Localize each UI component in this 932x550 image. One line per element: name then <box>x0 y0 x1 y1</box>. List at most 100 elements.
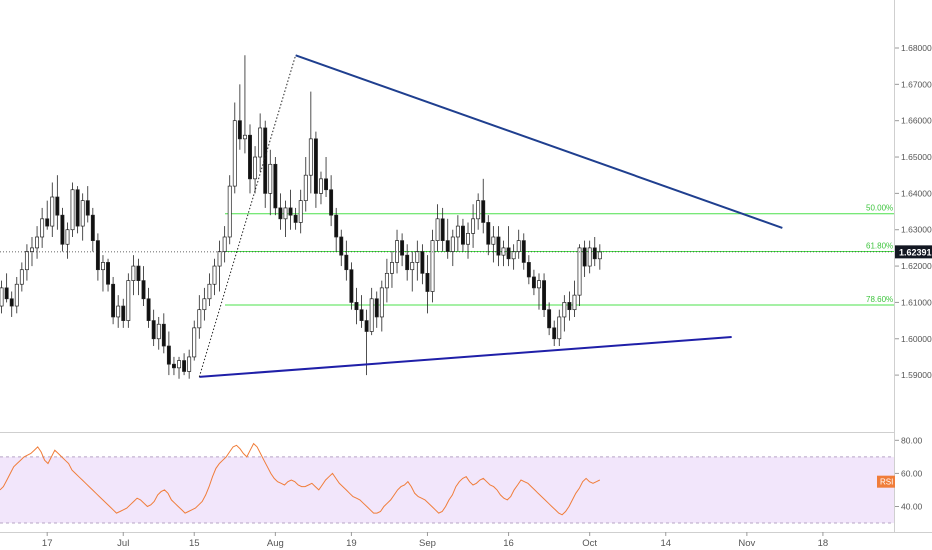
rsi-line <box>0 442 601 516</box>
candle <box>111 276 116 325</box>
price-tick-label: 1.62000 <box>901 261 932 271</box>
candle <box>156 316 161 350</box>
candle <box>222 226 227 263</box>
candle <box>253 146 258 194</box>
candle <box>334 207 339 252</box>
candle <box>390 251 394 288</box>
candle <box>273 157 278 216</box>
candle <box>496 226 501 267</box>
price-tick-label: 1.61000 <box>901 297 932 307</box>
candle <box>313 131 318 208</box>
candle <box>146 287 151 328</box>
candle <box>172 356 176 376</box>
candle <box>420 244 425 285</box>
candle <box>359 295 364 328</box>
candle <box>582 240 587 277</box>
candle <box>207 273 212 307</box>
candle <box>202 287 207 321</box>
candle <box>182 353 187 376</box>
candle <box>258 113 263 172</box>
candle <box>126 273 131 328</box>
candle <box>45 200 50 230</box>
candle <box>567 291 572 321</box>
candle <box>395 229 399 274</box>
time-tick-label: 14 <box>660 538 671 549</box>
candle <box>547 302 552 336</box>
candle <box>344 240 349 281</box>
candle <box>506 226 511 267</box>
candle <box>400 233 405 267</box>
price-tick-label: 1.65000 <box>901 152 932 162</box>
candle <box>562 295 567 332</box>
candle <box>298 189 303 234</box>
time-tick-label: 18 <box>818 538 829 549</box>
candle <box>232 102 237 194</box>
candle <box>9 291 14 317</box>
candle <box>192 320 197 361</box>
candle <box>557 309 562 347</box>
time-tick-label: Sep <box>419 538 436 549</box>
candle <box>136 258 141 296</box>
candle <box>471 204 476 248</box>
trendline-lower[interactable] <box>199 335 732 378</box>
candle <box>460 218 465 252</box>
candle <box>161 313 166 354</box>
candle <box>227 175 232 245</box>
candle <box>531 269 536 296</box>
candle <box>455 215 460 252</box>
candle <box>526 255 531 285</box>
candle <box>65 222 70 259</box>
candle <box>141 266 146 307</box>
rsi-tick-label: 80.00 <box>901 435 923 445</box>
candle <box>486 215 491 256</box>
candle <box>0 280 4 314</box>
candle <box>131 255 136 296</box>
candle <box>19 262 24 292</box>
candle <box>55 175 60 230</box>
candle <box>516 229 521 259</box>
candle <box>30 236 34 267</box>
candle <box>50 182 55 237</box>
trendline-upper[interactable] <box>295 54 783 229</box>
candle <box>379 280 384 332</box>
candle <box>106 258 110 292</box>
candle <box>319 171 323 205</box>
time-tick-label: 17 <box>42 538 53 549</box>
candle <box>177 356 181 379</box>
time-tick-label: 16 <box>503 538 514 549</box>
candle <box>435 204 440 252</box>
candle <box>24 244 29 281</box>
time-tick-label: Oct <box>582 538 597 549</box>
candle <box>116 295 121 328</box>
candle <box>166 331 171 376</box>
price-tick-label: 1.59000 <box>901 370 932 380</box>
rsi-pane[interactable]: 80.00 60.00 40.00 <box>0 435 923 524</box>
time-axis[interactable]: 17 Jul 15 Aug 19 Sep 16 Oct 14 Nov 18 <box>42 532 828 549</box>
candle <box>384 258 389 303</box>
candle <box>197 295 202 339</box>
candle <box>283 200 288 237</box>
candle <box>425 255 430 314</box>
candle <box>60 207 65 252</box>
candle <box>577 244 582 307</box>
candle <box>263 120 268 208</box>
candle <box>70 182 75 237</box>
candle <box>35 226 40 259</box>
time-tick-label: Nov <box>738 538 755 549</box>
candle <box>85 186 90 223</box>
rsi-tick-label: 40.00 <box>901 501 923 511</box>
candle <box>597 244 602 270</box>
candle <box>369 287 374 336</box>
candle <box>410 251 415 292</box>
fib-level-label: 78.60% <box>866 295 893 304</box>
candle <box>374 291 379 328</box>
candle <box>248 124 252 194</box>
candle <box>303 157 308 212</box>
candle <box>187 349 192 379</box>
price-pane[interactable]: 50.00% 61.80% 78.60% 1.68000 1.67000 1.66000… <box>0 43 932 380</box>
candle <box>572 280 577 317</box>
candle <box>101 255 105 292</box>
candle <box>14 276 19 314</box>
candle <box>481 178 486 234</box>
